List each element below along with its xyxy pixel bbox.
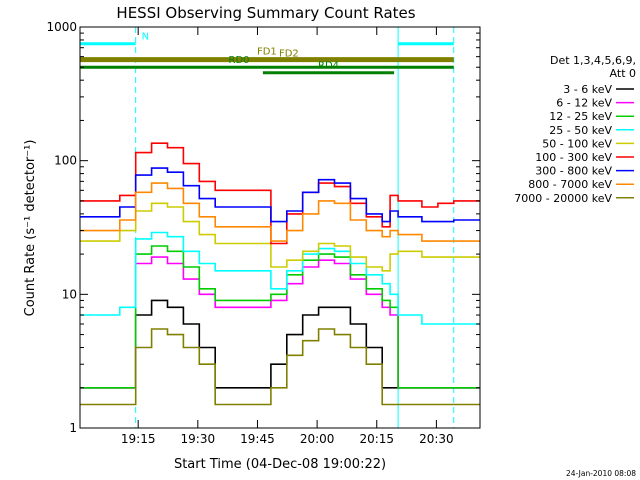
legend-label-1: 6 - 12 keV bbox=[556, 97, 612, 110]
y-axis-label: Count Rate (s⁻¹ detector⁻¹) bbox=[23, 140, 38, 317]
legend-label-3: 25 - 50 keV bbox=[549, 124, 612, 137]
x-tick-label-3: 20:00 bbox=[300, 432, 335, 446]
series-line-3 bbox=[80, 231, 480, 325]
series-line-1 bbox=[80, 256, 480, 389]
series-line-2 bbox=[80, 245, 480, 389]
legend-title-line-1: Att 0 bbox=[610, 67, 636, 80]
x-tick-label-5: 20:30 bbox=[419, 432, 454, 446]
legend-label-6: 300 - 800 keV bbox=[535, 165, 612, 178]
series-line-5 bbox=[80, 142, 480, 245]
chart-title: HESSI Observing Summary Count Rates bbox=[116, 4, 415, 22]
annotation-label-2: FD1 bbox=[257, 47, 277, 58]
annotation-label-4: RD0 bbox=[229, 55, 250, 66]
legend-label-8: 7000 - 20000 keV bbox=[514, 192, 612, 205]
footer-timestamp: 24-Jan-2010 08:08 bbox=[566, 469, 636, 478]
plot-frame bbox=[79, 26, 481, 429]
legend-label-2: 12 - 25 keV bbox=[549, 110, 612, 123]
y-tick-label-3: 1000 bbox=[46, 20, 77, 34]
series-line-7 bbox=[80, 182, 480, 242]
legend-label-7: 800 - 7000 keV bbox=[528, 178, 612, 191]
x-tick-label-4: 20:15 bbox=[359, 432, 394, 446]
legend-label-4: 50 - 100 keV bbox=[542, 137, 612, 150]
series-line-6 bbox=[80, 167, 480, 223]
x-tick-label-1: 19:30 bbox=[181, 432, 216, 446]
series-line-0 bbox=[80, 299, 480, 389]
legend-label-0: 3 - 6 keV bbox=[563, 83, 612, 96]
x-tick-label-2: 19:45 bbox=[240, 432, 275, 446]
series-line-8 bbox=[80, 328, 480, 406]
y-tick-label-1: 10 bbox=[62, 287, 77, 301]
plot-content: N FD1 FD2 RD0 RD4 bbox=[80, 27, 480, 428]
y-axis-ticks: 1 10 100 1000 bbox=[46, 20, 480, 435]
annotation-label-3: FD2 bbox=[279, 49, 299, 60]
x-axis-ticks: 19:15 19:30 19:45 20:00 20:15 20:30 bbox=[121, 27, 454, 446]
legend-title-line-0: Det 1,3,4,5,6,9, bbox=[550, 54, 636, 67]
x-tick-label-0: 19:15 bbox=[121, 432, 156, 446]
annotation-label-0: N bbox=[142, 32, 149, 43]
series-line-4 bbox=[80, 202, 480, 272]
legend-label-5: 100 - 300 keV bbox=[535, 151, 612, 164]
y-tick-label-0: 1 bbox=[69, 421, 77, 435]
x-axis-label: Start Time (04-Dec-08 19:00:22) bbox=[174, 457, 386, 472]
y-tick-label-2: 100 bbox=[54, 154, 77, 168]
annotation-label-6: RD4 bbox=[318, 61, 339, 72]
